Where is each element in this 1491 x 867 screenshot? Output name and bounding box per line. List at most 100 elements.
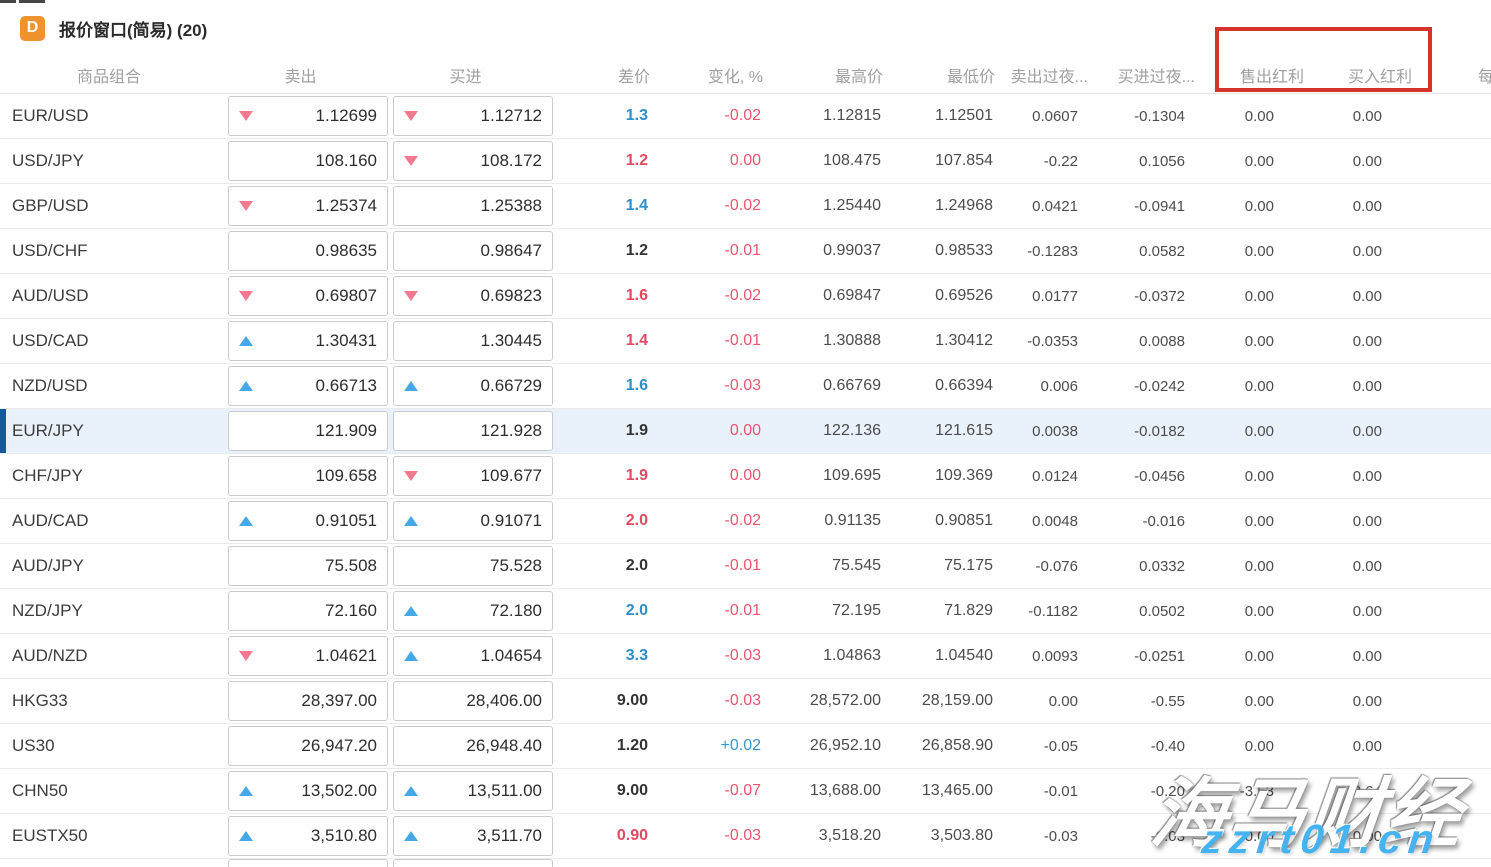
bid-price-box[interactable]: 0.91051 [228,501,388,541]
change-percent: -0.01 [724,602,761,619]
spread-value: 1.4 [625,332,648,349]
table-row[interactable]: NZD/JPY 72.160 72.180 2.0 -0.01 72.195 71.829 -… [0,589,1491,634]
bid-price-box[interactable]: 3,510.80 [228,816,388,856]
up-arrow-icon [404,786,418,796]
bid-price-box[interactable]: 109.658 [228,456,388,496]
table-row[interactable]: GBP/USD 1.25374 1.25388 1.4 -0.02 1.25440 1.24… [0,184,1491,229]
bid-price-box[interactable]: 1.12699 [228,96,388,136]
table-row[interactable]: AUD/JPY 75.508 75.528 2.0 -0.01 75.545 75.175 -… [0,544,1491,589]
bid-price-box[interactable]: 0.69807 [228,276,388,316]
change-percent: -0.03 [724,377,761,394]
table-row[interactable]: HKG33 28,397.00 28,406.00 9.00 -0.03 28,572.0… [0,679,1491,724]
ask-price: 0.98647 [480,241,542,260]
bid-price-box[interactable]: 0.66713 [228,366,388,406]
column-header-ask[interactable]: 买进 [449,68,482,86]
column-header-symbol[interactable]: 商品组合 [76,68,141,86]
ask-price-box[interactable]: 121.928 [393,411,553,451]
table-row[interactable]: USD/CAD 1.30431 1.30445 1.4 -0.01 1.30888 1.30… [0,319,1491,364]
ask-price: 1.30445 [480,331,542,350]
column-header-bid[interactable]: 卖出 [284,68,317,86]
spread-value: 1.9 [625,467,648,484]
bid-price-box[interactable] [228,859,388,867]
table-row[interactable]: CHF/JPY 109.658 109.677 1.9 0.00 109.695 109.3… [0,454,1491,499]
up-arrow-icon [239,786,253,796]
bid-price-box[interactable]: 121.909 [228,411,388,451]
column-header-spread[interactable]: 差价 [617,68,650,86]
bid-price-box[interactable]: 13,502.00 [228,771,388,811]
column-header-sell-swap[interactable]: 卖出过夜... [1010,68,1088,86]
sell-dividend: 0.00 [1244,422,1274,440]
table-row-partial [0,859,1491,867]
ask-price-box[interactable]: 3,511.70 [393,816,553,856]
bid-price-box[interactable]: 72.160 [228,591,388,631]
column-header-extra[interactable]: 每 [1478,68,1491,86]
high-price: 28,572.00 [809,692,881,709]
column-header-buy-swap[interactable]: 买进过夜... [1117,68,1195,86]
table-row[interactable]: US30 26,947.20 26,948.40 1.20 +0.02 26,952.10… [0,724,1491,769]
ask-price-box[interactable]: 0.69823 [393,276,553,316]
buy-dividend: 0.00 [1352,197,1382,215]
buy-dividend: 0.00 [1352,467,1382,485]
ask-price-box[interactable]: 1.30445 [393,321,553,361]
high-price: 0.66769 [823,377,881,394]
buy-dividend: 0.00 [1352,107,1382,125]
sell-dividend: 0.00 [1244,377,1274,395]
bid-price-box[interactable]: 75.508 [228,546,388,586]
bid-price-box[interactable]: 26,947.20 [228,726,388,766]
ask-price-box[interactable]: 0.98647 [393,231,553,271]
buy-overnight-swap: 0.0088 [1139,332,1185,350]
table-header: 商品组合 卖出 买进 差价 变化, % 最高价 最低价 卖出过夜... 买进过夜… [0,56,1491,94]
ask-price-box[interactable]: 75.528 [393,546,553,586]
table-row[interactable]: EUR/USD 1.12699 1.12712 1.3 -0.02 1.12815 1.12… [0,94,1491,139]
buy-overnight-swap: -0.40 [1150,737,1185,755]
bid-price-box[interactable]: 1.25374 [228,186,388,226]
table-row[interactable]: EUR/JPY 121.909 121.928 1.9 0.00 122.136 121.6… [0,409,1491,454]
ask-price-box[interactable]: 13,511.00 [393,771,553,811]
table-row[interactable]: USD/CHF 0.98635 0.98647 1.2 -0.01 0.99037 0.98… [0,229,1491,274]
sell-overnight-swap: -0.03 [1043,827,1078,845]
bid-price-box[interactable]: 1.04621 [228,636,388,676]
bid-price-box[interactable]: 0.98635 [228,231,388,271]
ask-price-box[interactable] [393,859,553,867]
ask-price-box[interactable]: 72.180 [393,591,553,631]
ask-price-box[interactable]: 26,948.40 [393,726,553,766]
column-header-low[interactable]: 最低价 [946,68,995,86]
high-price: 1.12815 [823,107,881,124]
table-row[interactable]: NZD/USD 0.66713 0.66729 1.6 -0.03 0.66769 0.66… [0,364,1491,409]
sell-overnight-swap: -0.05 [1043,737,1078,755]
ask-price-box[interactable]: 109.677 [393,456,553,496]
column-header-buy-dividend[interactable]: 买入红利 [1347,68,1412,86]
bid-price-box[interactable]: 1.30431 [228,321,388,361]
ask-price-box[interactable]: 0.66729 [393,366,553,406]
bid-price: 121.909 [315,421,377,440]
table-row[interactable]: CHN50 13,502.00 13,511.00 9.00 -0.07 13,688.0… [0,769,1491,814]
table-row[interactable]: EUSTX50 3,510.80 3,511.70 0.90 -0.03 3,518.20… [0,814,1491,859]
table-row[interactable]: USD/JPY 108.160 108.172 1.2 0.00 108.475 107.8… [0,139,1491,184]
spread-value: 1.4 [625,197,648,214]
symbol-label: USD/JPY [12,151,84,170]
sell-dividend: 0.00 [1244,197,1274,215]
symbol-label: AUD/NZD [12,646,88,665]
page-title: 报价窗口(简易) (20) [59,20,208,40]
ask-price-box[interactable]: 1.04654 [393,636,553,676]
change-percent: -0.02 [724,197,761,214]
column-header-high[interactable]: 最高价 [834,68,883,86]
column-header-sell-dividend[interactable]: 售出红利 [1239,68,1304,86]
symbol-label: USD/CAD [12,331,89,350]
table-row[interactable]: AUD/CAD 0.91051 0.91071 2.0 -0.02 0.91135 0.90… [0,499,1491,544]
table-row[interactable]: AUD/USD 0.69807 0.69823 1.6 -0.02 0.69847 0.69… [0,274,1491,319]
table-row[interactable]: AUD/NZD 1.04621 1.04654 3.3 -0.03 1.04863 1.04… [0,634,1491,679]
column-header-change[interactable]: 变化, % [707,68,763,86]
bid-price: 0.98635 [315,241,377,260]
sell-overnight-swap: 0.0421 [1032,197,1078,215]
bid-price-box[interactable]: 108.160 [228,141,388,181]
ask-price-box[interactable]: 28,406.00 [393,681,553,721]
ask-price-box[interactable]: 1.25388 [393,186,553,226]
bid-price-box[interactable]: 28,397.00 [228,681,388,721]
ask-price-box[interactable]: 0.91071 [393,501,553,541]
ask-price-box[interactable]: 1.12712 [393,96,553,136]
ask-price-box[interactable]: 108.172 [393,141,553,181]
low-price: 107.854 [935,152,993,169]
sell-overnight-swap: -0.01 [1043,782,1078,800]
change-percent: +0.02 [720,737,761,754]
